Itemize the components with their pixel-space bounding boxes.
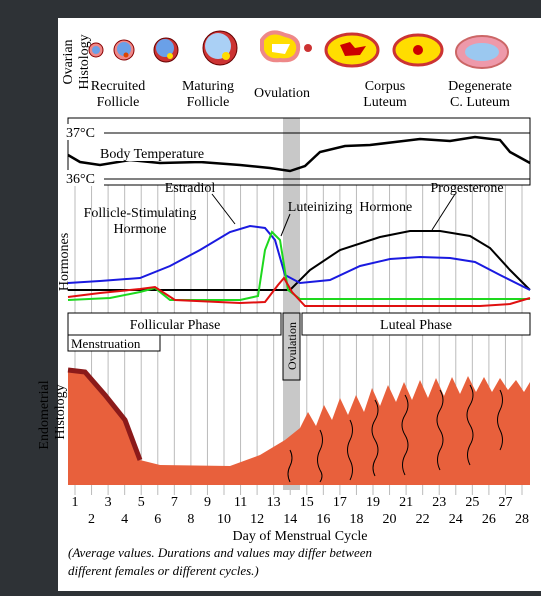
temp-high: 37°C — [66, 126, 95, 141]
estradiol-label: Estradiol — [165, 181, 216, 196]
day-label: 5 — [138, 495, 145, 510]
luteal-label: Luteal Phase — [380, 318, 452, 333]
label-bg — [98, 146, 238, 161]
progesterone-label: Progesterone — [430, 181, 503, 196]
leader — [280, 213, 291, 237]
endometrium-label: Endometrial — [37, 380, 52, 449]
day-label: 21 — [399, 495, 413, 510]
day-label: 20 — [383, 512, 397, 527]
ovulation-label: Ovulation — [285, 322, 299, 370]
stage-label: Degenerate — [448, 79, 512, 94]
stage-label: Corpus — [365, 79, 405, 94]
ovulation-box — [282, 312, 301, 381]
label-bg — [64, 170, 104, 186]
endometrium — [68, 370, 530, 485]
x-axis-label: Day of Menstrual Cycle — [233, 529, 368, 544]
temp-low: 36°C — [66, 172, 95, 187]
fsh-label: Hormone — [114, 222, 167, 237]
day-label: 23 — [432, 495, 446, 510]
endometrium-edge — [67, 367, 143, 461]
day-label: 16 — [316, 512, 330, 527]
leader — [431, 193, 456, 231]
leader — [211, 193, 236, 225]
day-label: 13 — [267, 495, 281, 510]
follicular-label: Follicular Phase — [130, 318, 221, 333]
label-bg — [64, 124, 104, 140]
day-label: 14 — [283, 512, 297, 527]
day-label: 6 — [154, 512, 161, 527]
day-label: 28 — [515, 512, 529, 527]
day-label: 24 — [449, 512, 463, 527]
day-label: 10 — [217, 512, 231, 527]
temp-label: Body Temperature — [100, 147, 204, 162]
follicular-box — [67, 312, 282, 336]
stage-label: Maturing — [182, 79, 234, 94]
day-label: 19 — [366, 495, 380, 510]
day-label: 15 — [300, 495, 314, 510]
day-label: 3 — [105, 495, 112, 510]
day-label: 26 — [482, 512, 496, 527]
stage-label: Follicle — [187, 95, 230, 110]
endometrium-label: Histology — [53, 384, 68, 439]
stage-label: Ovulation — [254, 86, 310, 101]
stage-label: Recruited — [91, 79, 145, 94]
note: (Average values. Durations and values ma… — [68, 545, 372, 560]
fsh-label: Follicle-Stimulating — [84, 206, 197, 221]
luteal-box — [301, 312, 531, 336]
day-label: 27 — [498, 495, 512, 510]
lh-label: Luteinizing Hormone — [288, 200, 412, 215]
day-label: 11 — [234, 495, 247, 510]
stage-label: C. Luteum — [450, 95, 510, 110]
day-label: 22 — [416, 512, 430, 527]
follicles — [88, 30, 509, 69]
day-label: 1 — [72, 495, 79, 510]
day-label: 25 — [465, 495, 479, 510]
menstruation-label: Menstruation — [71, 336, 141, 351]
day-label: 9 — [204, 495, 211, 510]
day-label: 2 — [88, 512, 95, 527]
day-label: 4 — [121, 512, 128, 527]
temp-box — [67, 117, 531, 186]
day-label: 17 — [333, 495, 347, 510]
ovulation-band — [283, 118, 300, 490]
day-label: 18 — [349, 512, 363, 527]
day-label: 7 — [171, 495, 178, 510]
hormones-label: Hormones — [57, 233, 72, 291]
menstruation-box — [67, 334, 161, 352]
ovarian-label: Ovarian — [61, 39, 76, 84]
ovarian-label: Histology — [77, 34, 92, 89]
lh-curve — [67, 230, 530, 301]
progesterone-curve — [68, 230, 531, 291]
day-label: 12 — [250, 512, 264, 527]
glands — [287, 384, 503, 483]
stage-label: Luteum — [363, 95, 407, 110]
stage-label: Follicle — [97, 95, 140, 110]
fsh-curve — [67, 276, 531, 307]
day-label: 8 — [187, 512, 194, 527]
note: different females or different cycles.) — [68, 563, 259, 578]
